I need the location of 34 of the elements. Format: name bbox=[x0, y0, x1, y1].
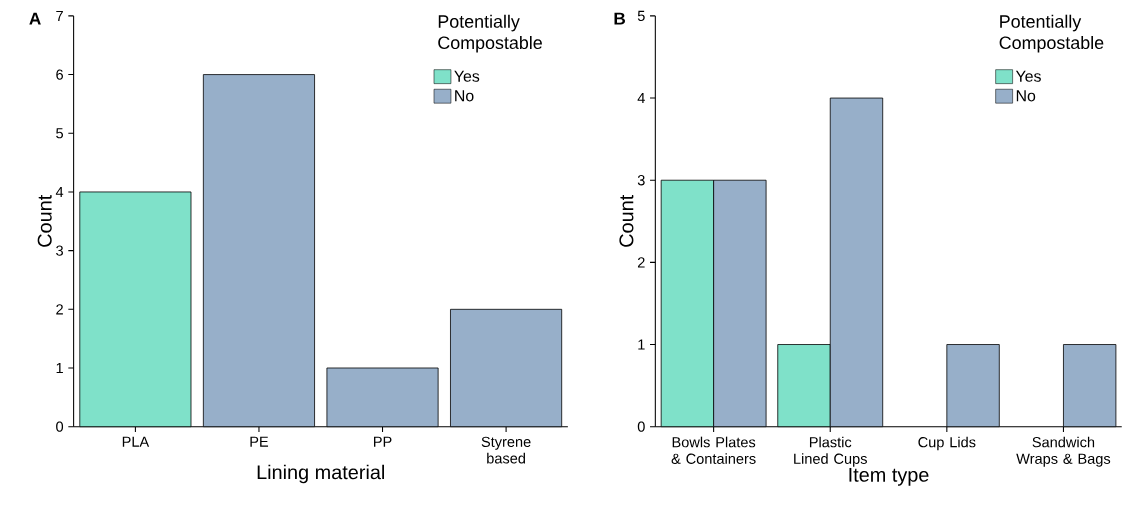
y-tick-label: 0 bbox=[56, 421, 64, 432]
y-tick-label: 0 bbox=[637, 421, 645, 432]
x-tick-label: Styrene based bbox=[481, 436, 531, 464]
y-tick-label: 6 bbox=[56, 69, 63, 80]
legend-label: No bbox=[1016, 90, 1036, 102]
y-axis-title: Count bbox=[37, 195, 52, 247]
y-tick-label: 2 bbox=[637, 257, 645, 268]
y-tick-label: 5 bbox=[56, 128, 64, 139]
legend-label: No bbox=[455, 90, 474, 102]
y-axis-title: Count bbox=[619, 195, 634, 247]
x-tick-label: PE bbox=[250, 436, 269, 447]
x-axis-title: Lining material bbox=[257, 464, 384, 484]
x-tick-label: PP bbox=[374, 436, 392, 447]
legend-label: Yes bbox=[1015, 70, 1041, 82]
chart-title: A bbox=[29, 12, 41, 25]
y-tick-label: 7 bbox=[56, 10, 63, 21]
y-tick-label: 4 bbox=[637, 93, 645, 104]
x-tick-label: PLA bbox=[122, 436, 150, 447]
x-tick-label: Cup Lids bbox=[918, 436, 976, 451]
y-tick-label: 3 bbox=[56, 245, 63, 256]
legend-title: Potentially Compostable bbox=[999, 14, 1104, 53]
legend-title: Potentially Compostable bbox=[438, 14, 542, 53]
chart-title: B bbox=[614, 12, 626, 25]
x-tick-label: Bowls Plates & Containers bbox=[671, 436, 756, 465]
x-axis-title: Item type bbox=[849, 468, 929, 486]
legend-label: Yes bbox=[454, 70, 480, 82]
y-tick-label: 3 bbox=[637, 175, 645, 186]
y-tick-label: 5 bbox=[637, 10, 645, 22]
x-tick-label: Plastic Lined Cups bbox=[794, 436, 867, 467]
y-tick-label: 1 bbox=[638, 339, 645, 350]
x-tick-label: Sandwich Wraps & Bags bbox=[1016, 436, 1111, 467]
y-tick-label: 2 bbox=[56, 304, 63, 315]
y-tick-label: 4 bbox=[55, 187, 64, 198]
y-tick-label: 1 bbox=[56, 363, 63, 374]
